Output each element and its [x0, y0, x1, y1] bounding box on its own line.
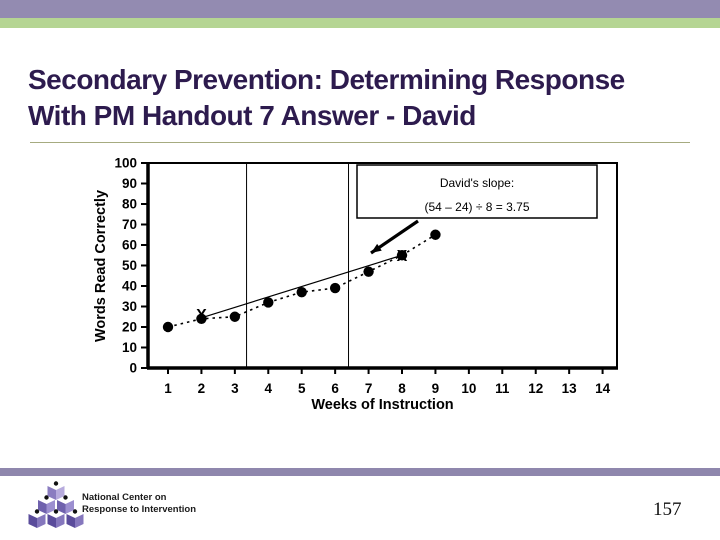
x-tick-label: 12	[528, 381, 543, 396]
x-tick-label: 1	[164, 381, 172, 396]
annotation-box	[356, 164, 598, 219]
page-number: 157	[653, 499, 682, 520]
data-point	[363, 266, 374, 277]
data-point	[430, 229, 441, 240]
x-tick-label: 8	[398, 381, 406, 396]
y-tick-label: 100	[114, 156, 137, 171]
logo-book-top	[47, 481, 65, 500]
x-tick-label: 2	[198, 381, 206, 396]
page-title: Secondary Prevention: Determining Respon…	[28, 62, 708, 134]
data-point	[162, 321, 174, 333]
data-point	[329, 282, 341, 294]
trend-line	[201, 254, 403, 319]
x-tick-label: 4	[265, 381, 273, 396]
footer-org-line1: National Center on	[82, 492, 167, 503]
logo-book-mid-left	[38, 495, 55, 514]
data-point	[396, 250, 408, 261]
y-tick-label: 60	[122, 238, 137, 253]
top-bar	[0, 0, 720, 18]
annotation-line2: (54 – 24) ÷ 8 = 3.75	[425, 200, 530, 214]
logo-book-bottom-right	[66, 509, 84, 528]
data-point	[196, 313, 207, 324]
slope-arrow-head	[371, 243, 382, 253]
x-tick-label: 3	[231, 381, 239, 396]
logo-book-mid-right	[57, 495, 74, 514]
x-tick-label: 7	[365, 381, 373, 396]
y-tick-label: 20	[122, 320, 137, 335]
x-tick-label: 6	[331, 381, 339, 396]
data-point	[263, 297, 274, 308]
logo-book-bottom-mid	[47, 509, 65, 528]
observed-dotted-line	[167, 234, 436, 328]
x-tick-label: 5	[298, 381, 306, 396]
x-marker: X	[397, 248, 408, 265]
y-tick-label: 0	[129, 361, 137, 376]
x-tick-label: 13	[562, 381, 578, 396]
page-title-line2: With PM Handout 7 Answer - David	[28, 100, 476, 131]
page-title-line1: Secondary Prevention: Determining Respon…	[28, 64, 625, 95]
data-point	[296, 286, 307, 298]
y-tick-label: 70	[122, 217, 137, 232]
data-point	[229, 311, 241, 322]
x-tick-label: 14	[595, 381, 611, 396]
x-tick-label: 11	[495, 381, 510, 396]
title-divider	[30, 142, 690, 143]
wrc-chart: 0 10 20 30 40 50 60 70 80 90 100 1 2 3 4 5 6 7 8 9 10 11 12 13 1…	[85, 150, 620, 420]
y-tick-label: 10	[122, 340, 137, 355]
y-tick-label: 30	[122, 299, 137, 314]
footer-org-line2: Response to Intervention	[82, 503, 197, 515]
ncrti-logo	[28, 481, 84, 528]
y-tick-label: 90	[122, 176, 137, 191]
accent-green-bar	[0, 18, 720, 28]
y-tick-label: 80	[122, 197, 137, 212]
x-marker: X	[196, 307, 207, 324]
footer-bar	[0, 468, 720, 476]
x-tick-label: 10	[461, 381, 476, 396]
y-tick-label: 50	[122, 258, 137, 273]
logo-book-bottom-left	[28, 509, 46, 528]
y-tick-label: 40	[122, 279, 137, 294]
x-tick-label: 9	[432, 381, 440, 396]
annotation-line1: David's slope:	[440, 176, 514, 190]
footer-org-text: National Center on Response to Intervent…	[82, 492, 196, 515]
x-axis-title: Weeks of Instruction	[311, 397, 453, 413]
y-axis-title: Words Read Correctly	[93, 190, 109, 342]
